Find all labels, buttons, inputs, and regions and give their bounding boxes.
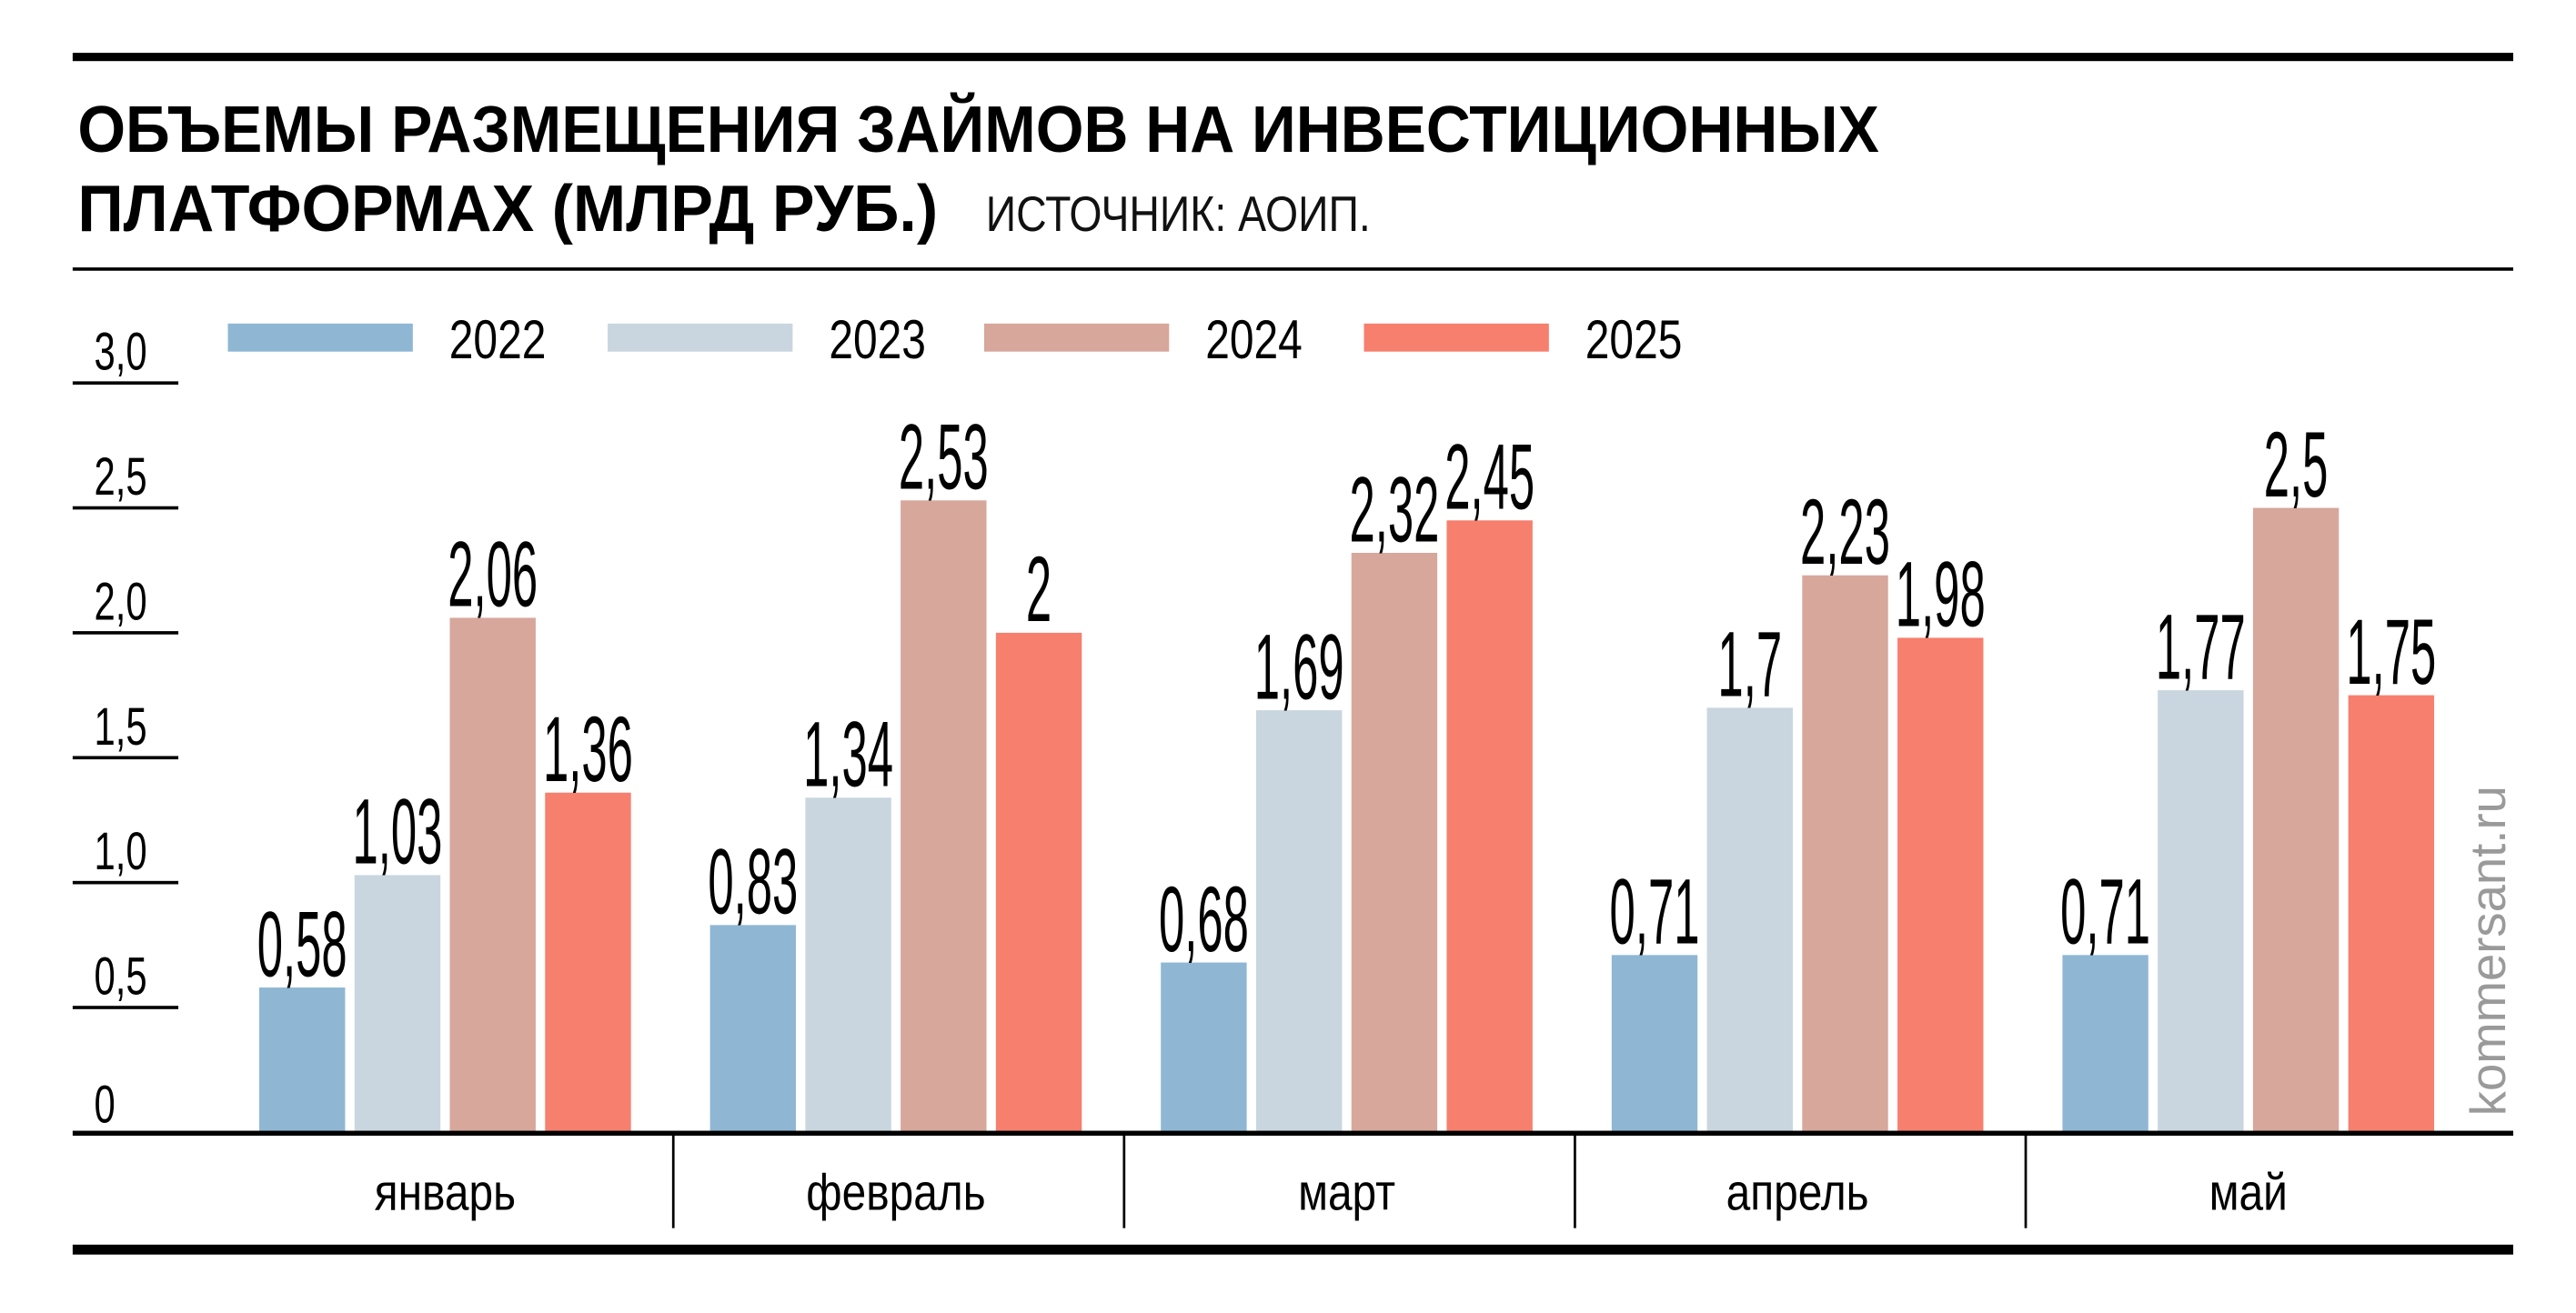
bar-март-2025 xyxy=(1446,520,1533,1133)
bar-март-2023 xyxy=(1255,710,1343,1133)
bar-апрель-2022 xyxy=(1611,955,1698,1133)
chart-title-line2: ПЛАТФОРМАХ (МЛРД РУБ.) xyxy=(77,172,938,246)
legend-swatch-2024 xyxy=(983,323,1170,352)
y-tick-line xyxy=(72,631,179,635)
bar-январь-2022 xyxy=(259,987,346,1133)
bottom-rule xyxy=(72,1244,2514,1255)
x-separator xyxy=(671,1136,675,1228)
y-tick-line xyxy=(72,756,179,760)
x-tick-label: май xyxy=(2209,1165,2288,1221)
watermark: kommersant.ru xyxy=(2460,786,2516,1116)
data-label: 2,06 xyxy=(448,524,538,627)
data-label: 2,23 xyxy=(1800,481,1890,585)
data-label: 0,58 xyxy=(257,893,347,997)
data-label: 0,68 xyxy=(1159,868,1249,972)
top-rule xyxy=(72,53,2514,62)
data-label: 2,32 xyxy=(1349,458,1439,562)
bar-май-2024 xyxy=(2252,507,2340,1133)
bar-апрель-2024 xyxy=(1802,575,1888,1133)
legend: 2022 2023 2024 2025 xyxy=(227,310,1683,370)
data-label: 0,71 xyxy=(1610,861,1700,965)
legend-swatch-2022 xyxy=(227,323,413,352)
data-label: 0,83 xyxy=(708,831,798,935)
data-label: 2 xyxy=(1026,538,1052,642)
bar-март-2022 xyxy=(1161,962,1247,1133)
legend-swatch-2025 xyxy=(1363,323,1549,352)
bar-январь-2025 xyxy=(545,792,631,1133)
bars: 0,581,03 2,061,36 0,831,34 2,53 2 0,68 1,692,3… xyxy=(257,406,2436,1133)
y-tick-label: 0 xyxy=(94,1075,115,1134)
x-tick-label: февраль xyxy=(806,1165,985,1221)
data-label: 1,03 xyxy=(353,781,443,885)
bar-февраль-2024 xyxy=(901,500,987,1133)
x-axis: январь февраль март апрель май xyxy=(375,1136,2288,1228)
y-tick-label: 3,0 xyxy=(94,322,146,381)
y-tick-line xyxy=(72,506,179,510)
y-tick-line xyxy=(72,1006,179,1009)
bar-май-2023 xyxy=(2158,690,2244,1133)
data-label: 2,5 xyxy=(2264,414,2329,517)
data-label: 1,98 xyxy=(1896,544,1986,647)
x-separator xyxy=(1122,1136,1126,1228)
bar-апрель-2025 xyxy=(1897,637,1984,1133)
legend-label-2024: 2024 xyxy=(1205,310,1303,370)
data-label: 1,36 xyxy=(543,698,633,802)
bar-январь-2023 xyxy=(354,875,441,1133)
bar-январь-2024 xyxy=(449,617,536,1133)
bar-февраль-2023 xyxy=(805,797,891,1133)
data-label: 1,69 xyxy=(1254,616,1344,719)
bar-апрель-2023 xyxy=(1706,707,1793,1133)
legend-swatch-2023 xyxy=(608,323,793,352)
y-tick-line xyxy=(72,381,179,386)
x-tick-label: январь xyxy=(375,1165,516,1221)
source-label: ИСТОЧНИК: АОИП. xyxy=(986,186,1371,242)
x-tick-label: апрель xyxy=(1726,1165,1869,1221)
chart-title-line1: ОБЪЕМЫ РАЗМЕЩЕНИЯ ЗАЙМОВ НА ИНВЕСТИЦИОНН… xyxy=(77,92,1879,166)
x-separator xyxy=(1574,1136,1576,1228)
data-label: 1,77 xyxy=(2156,596,2246,699)
bar-май-2025 xyxy=(2348,695,2435,1133)
y-axis: 0 0,5 1,0 1,5 2,0 2,5 3,0 xyxy=(72,322,179,1134)
x-separator xyxy=(2024,1136,2028,1228)
bar-март-2024 xyxy=(1351,553,1438,1133)
data-label: 1,75 xyxy=(2346,601,2436,705)
data-label: 0,71 xyxy=(2060,861,2150,965)
data-label: 2,53 xyxy=(899,406,989,510)
bar-февраль-2025 xyxy=(995,632,1082,1133)
y-tick-label: 1,5 xyxy=(94,697,146,756)
bar-май-2022 xyxy=(2062,955,2148,1133)
data-label: 1,7 xyxy=(1717,614,1782,717)
legend-label-2022: 2022 xyxy=(449,310,547,370)
legend-label-2025: 2025 xyxy=(1585,310,1683,370)
legend-label-2023: 2023 xyxy=(829,310,926,370)
y-tick-label: 2,5 xyxy=(94,446,146,506)
bar-февраль-2022 xyxy=(709,925,797,1133)
y-tick-label: 0,5 xyxy=(94,947,146,1006)
data-label: 2,45 xyxy=(1444,426,1535,530)
data-label: 1,34 xyxy=(803,703,893,807)
title-rule xyxy=(72,267,2514,271)
y-tick-label: 2,0 xyxy=(94,572,146,631)
y-tick-label: 1,0 xyxy=(94,821,146,880)
y-tick-line xyxy=(72,880,179,885)
x-axis-baseline xyxy=(72,1130,2514,1137)
x-tick-label: март xyxy=(1298,1165,1395,1221)
